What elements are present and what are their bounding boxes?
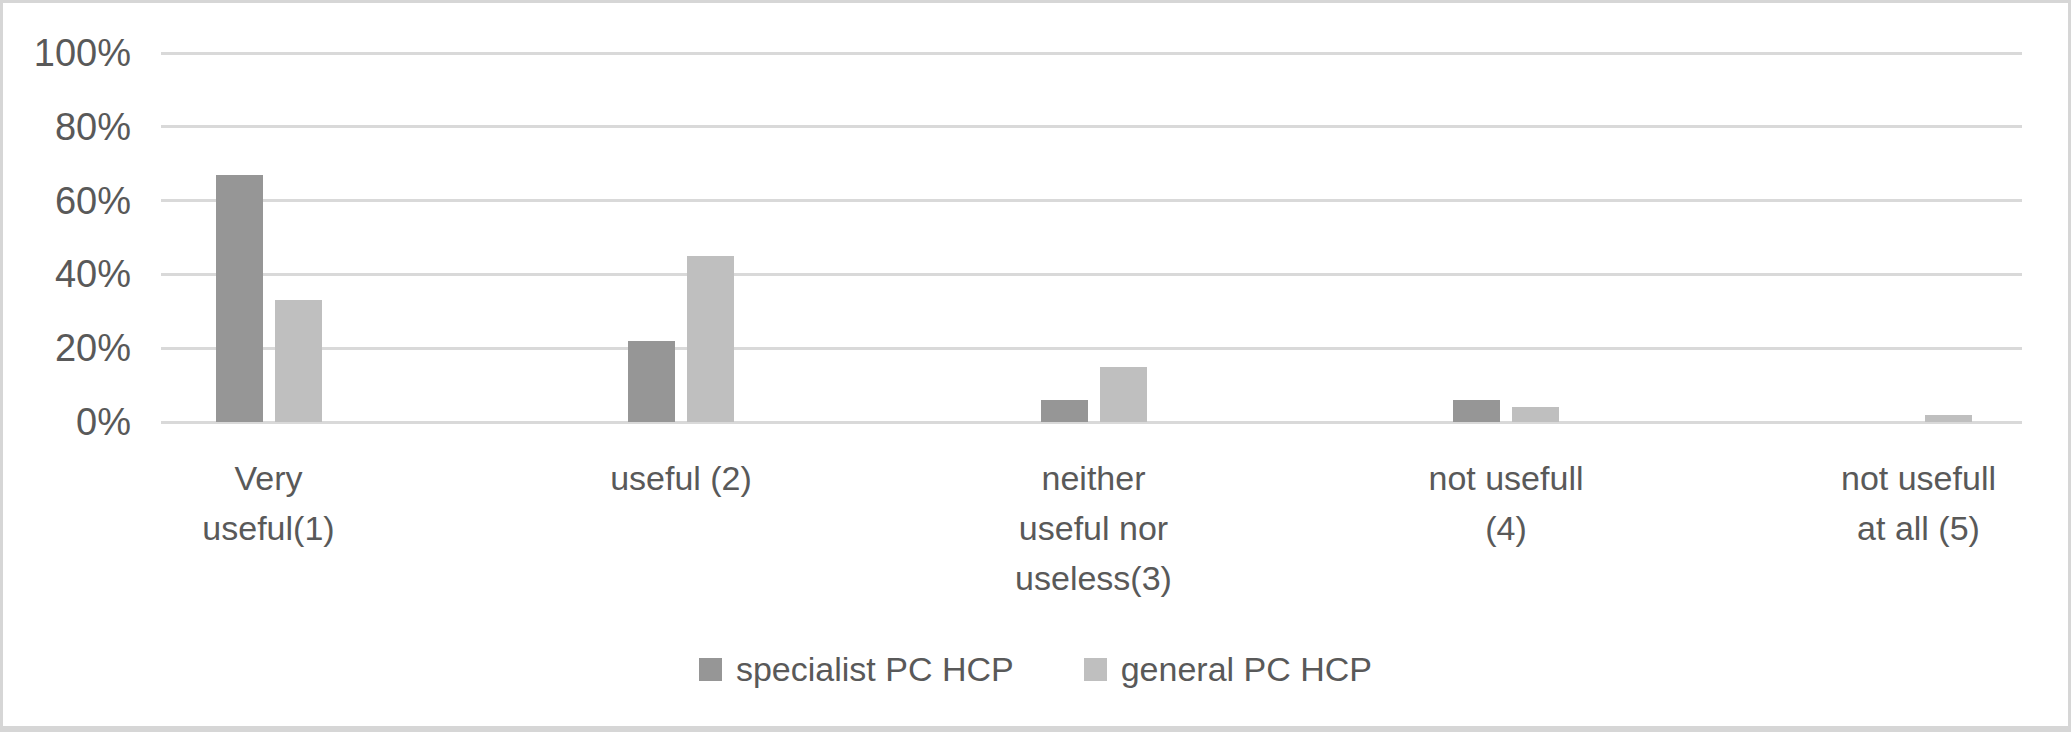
x-axis-label-line: (4) (1300, 503, 1712, 553)
chart-legend: specialist PC HCP general PC HCP (3, 648, 2068, 690)
bar-chart-figure: 100% 80% 60% 40% 20% 0% Veryuseful(1)useful (2… (0, 0, 2071, 732)
bar-specialist-category-4 (1453, 400, 1500, 422)
legend-label: general PC HCP (1121, 649, 1372, 689)
bar-general-category-4 (1512, 407, 1559, 422)
x-axis-label-line: at all (5) (1713, 503, 2071, 553)
x-axis-label-line: useful (2) (475, 453, 887, 503)
gridline-40 (161, 273, 2022, 276)
y-axis-tick-label: 20% (3, 324, 131, 372)
gridline-100 (161, 52, 2022, 55)
legend-item: general PC HCP (1084, 649, 1372, 689)
x-axis-label-line: neither (888, 453, 1300, 503)
x-axis-category-label: not usefull(4) (1300, 453, 1712, 553)
x-axis-category-label: neitheruseful noruseless(3) (888, 453, 1300, 603)
gridline-60 (161, 199, 2022, 202)
legend-label: specialist PC HCP (736, 649, 1014, 689)
x-axis-label-line: useless(3) (888, 553, 1300, 603)
bar-general-category-5 (1925, 415, 1972, 422)
x-axis-label-line: Very (63, 453, 475, 503)
bar-general-category-2 (687, 256, 734, 422)
x-axis-category-label: not usefullat all (5) (1713, 453, 2071, 553)
x-axis-label-line: useful nor (888, 503, 1300, 553)
legend-item: specialist PC HCP (699, 649, 1014, 689)
bar-general-category-3 (1100, 367, 1147, 422)
gridline-80 (161, 125, 2022, 128)
y-axis-tick-label: 40% (3, 250, 131, 298)
legend-swatch-icon (699, 658, 722, 681)
y-axis-tick-label: 80% (3, 103, 131, 151)
gridline-20 (161, 347, 2022, 350)
y-axis-tick-label: 100% (3, 29, 131, 77)
bar-general-category-1 (275, 300, 322, 422)
gridline-0 (161, 421, 2022, 424)
x-axis-label-line: useful(1) (63, 503, 475, 553)
y-axis-tick-label: 60% (3, 177, 131, 225)
bar-specialist-category-2 (628, 341, 675, 422)
bar-specialist-category-1 (216, 175, 263, 422)
x-axis-category-label: useful (2) (475, 453, 887, 503)
legend-swatch-icon (1084, 658, 1107, 681)
bar-specialist-category-3 (1041, 400, 1088, 422)
x-axis-label-line: not usefull (1713, 453, 2071, 503)
y-axis-tick-label: 0% (3, 398, 131, 446)
x-axis-category-label: Veryuseful(1) (63, 453, 475, 553)
x-axis-label-line: not usefull (1300, 453, 1712, 503)
